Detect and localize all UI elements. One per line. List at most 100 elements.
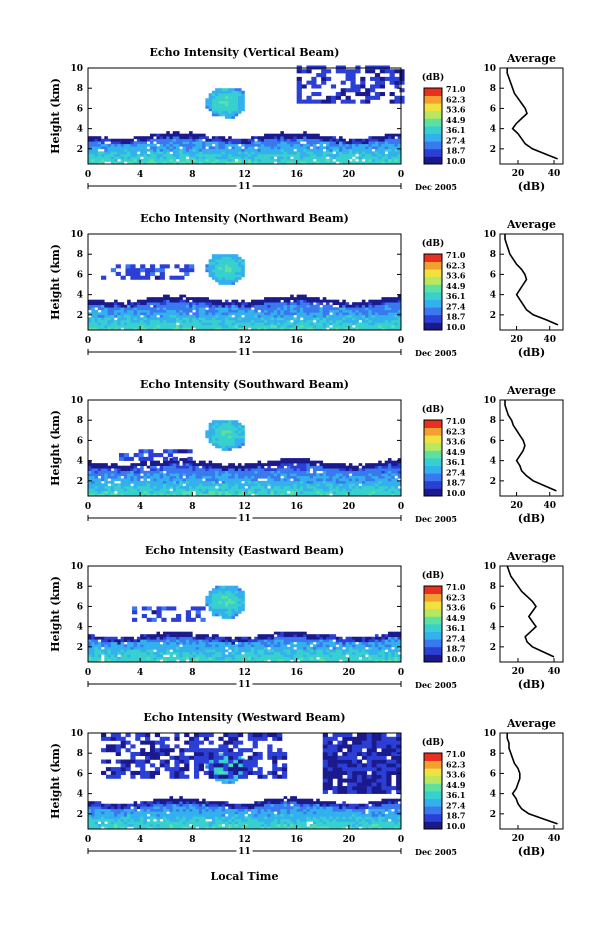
heatmap-cell	[360, 76, 366, 81]
heatmap-cell	[192, 156, 196, 160]
heatmap-cell	[332, 319, 337, 323]
heatmap-cell	[146, 322, 151, 326]
heatmap-cell	[280, 659, 284, 663]
heatmap-cell	[159, 319, 164, 323]
heatmap-cell	[368, 138, 372, 142]
heatmap-cell	[202, 480, 206, 484]
heatmap-cell	[254, 143, 258, 147]
heatmap-cell	[224, 432, 229, 436]
heatmap-cell	[149, 475, 154, 479]
heatmap-cell	[267, 480, 271, 484]
heatmap-cell	[273, 299, 278, 303]
colorbar-tick-label: 71.0	[446, 84, 466, 94]
heatmap-cell	[231, 307, 236, 311]
heatmap-cell	[306, 304, 311, 308]
heatmap-cell	[316, 138, 320, 142]
heatmap-cell	[303, 327, 307, 331]
heatmap-cell	[339, 656, 343, 660]
heatmap-cell	[159, 304, 164, 308]
heatmap-cell	[312, 460, 317, 464]
heatmap-cell	[110, 327, 115, 331]
colorbar-tick-label: 18.7	[446, 312, 465, 322]
heatmap-cell	[228, 148, 232, 152]
heatmap-cell	[221, 493, 226, 497]
heatmap-cell	[384, 493, 389, 497]
heatmap-cell	[198, 654, 203, 658]
heatmap-cell	[104, 475, 108, 479]
heatmap-cell	[387, 458, 392, 461]
heatmap-cell	[179, 636, 183, 640]
heatmap-cell	[277, 473, 281, 477]
heatmap-cell	[123, 651, 128, 655]
heatmap-cell	[277, 317, 281, 321]
heatmap-cell	[114, 156, 118, 160]
heatmap-cell	[277, 304, 281, 308]
heatmap-cell	[251, 312, 255, 316]
heatmap-cell	[117, 641, 121, 645]
heatmap-cell	[130, 478, 134, 482]
heatmap-cell	[221, 282, 226, 285]
heatmap-cell	[224, 483, 229, 487]
heatmap-cell	[260, 639, 265, 643]
heatmap-cell	[391, 478, 395, 482]
heatmap-cell	[316, 644, 320, 648]
heatmap-cell	[185, 463, 190, 466]
heatmap-cell	[221, 440, 226, 444]
heatmap-cell	[342, 488, 346, 492]
heatmap-cell	[195, 136, 200, 140]
heatmap-cell	[247, 480, 252, 484]
heatmap-cell	[247, 304, 252, 308]
heatmap-cell	[237, 649, 242, 653]
heatmap-cell	[247, 151, 252, 155]
heatmap-cell	[374, 148, 379, 152]
heatmap-cell	[130, 268, 136, 273]
heatmap-cell	[140, 644, 144, 648]
heatmap-cell	[153, 309, 157, 313]
heatmap-cell	[156, 158, 161, 162]
heatmap-cell	[218, 138, 222, 142]
heatmap-cell	[335, 483, 340, 487]
heatmap-cell	[391, 327, 395, 331]
heatmap-cell	[179, 480, 183, 484]
heatmap-cell	[352, 307, 356, 311]
heatmap-cell	[342, 156, 346, 160]
heatmap-cell	[244, 138, 249, 142]
heatmap-cell	[176, 639, 180, 643]
heatmap-cell	[381, 156, 385, 160]
heatmap-cell	[202, 314, 206, 318]
heatmap-cell	[293, 636, 297, 640]
heatmap-cell	[153, 314, 157, 318]
heatmap-cell	[391, 490, 395, 494]
heatmap-cell	[234, 639, 239, 643]
heatmap-cell	[290, 646, 294, 650]
heatmap-cell	[270, 156, 275, 160]
heatmap-cell	[140, 327, 144, 331]
heatmap-cell	[208, 463, 213, 466]
heatmap-cell	[381, 151, 385, 155]
heatmap-cell	[241, 468, 245, 472]
heatmap-cell	[237, 480, 242, 484]
heatmap-cell	[159, 470, 164, 474]
heatmap-cell	[130, 470, 134, 474]
heatmap-cell	[361, 312, 366, 316]
heatmap-cells	[88, 65, 405, 165]
heatmap-cell	[234, 636, 239, 640]
heatmap-cell	[215, 276, 219, 280]
heatmap-cell	[138, 453, 144, 458]
heatmap-cell	[342, 322, 346, 326]
heatmap-cell	[241, 437, 245, 441]
heatmap-cell	[371, 478, 376, 482]
heatmap-cell	[237, 432, 242, 436]
heatmap-cell	[267, 314, 271, 318]
heatmap-cell	[221, 100, 226, 104]
heatmap-cell	[342, 161, 346, 165]
heatmap-cell	[267, 138, 271, 142]
heatmap-cell	[260, 473, 265, 477]
heatmap-cell	[303, 146, 307, 150]
heatmap-cell	[176, 478, 180, 482]
heatmap-cell	[130, 473, 134, 477]
heatmap-cell	[117, 309, 121, 313]
heatmap-cell	[221, 279, 226, 283]
heatmap-cell	[260, 493, 265, 497]
heatmap-cell	[208, 654, 213, 658]
